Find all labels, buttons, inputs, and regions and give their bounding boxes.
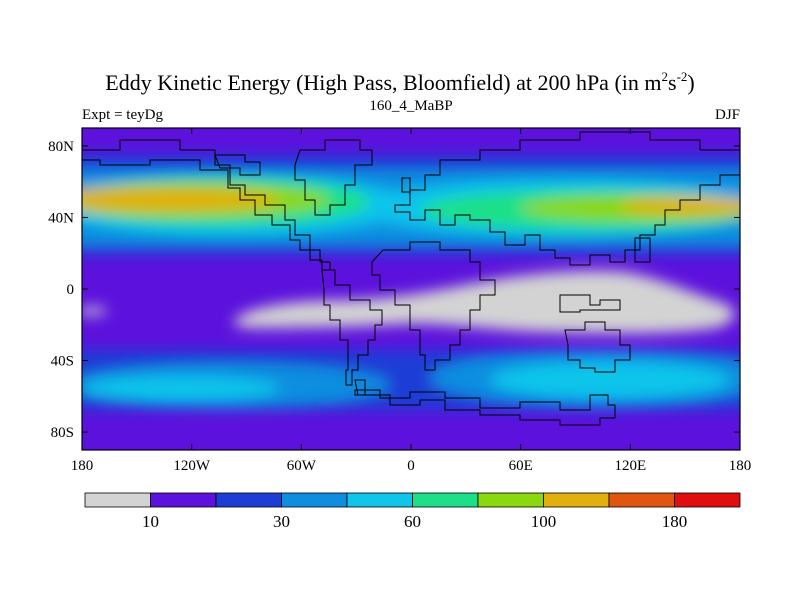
colorbar-label: 30 (273, 512, 290, 531)
coastline-greenland (294, 139, 373, 216)
colorbar-swatch (543, 492, 610, 508)
colorbar-swatch (84, 492, 151, 508)
tropical-minimum-edge (82, 307, 107, 315)
x-tick-label: 180 (71, 458, 94, 474)
experiment-label: Expt = teyDg (82, 107, 163, 123)
colorbar-swatch (281, 492, 348, 508)
colorbar-label: 10 (142, 512, 159, 531)
colorbar-swatch (346, 492, 413, 508)
colorbar-label: 60 (404, 512, 421, 531)
coastline-antarctica (354, 389, 616, 426)
coastline-south-america (321, 269, 383, 386)
run-label: 160_4_MaBP (369, 98, 452, 114)
colorbar-label: 100 (531, 512, 557, 531)
chart-title: Eddy Kinetic Energy (High Pass, Bloomfie… (105, 69, 694, 95)
y-axis: 80N 40N 0 40S 80S (48, 139, 740, 441)
coastline-eurasia (394, 131, 740, 266)
title-superscript-1: 2 (662, 69, 669, 84)
x-tick-label: 120E (614, 458, 646, 474)
coastline-britain (401, 177, 411, 193)
coastline-africa (371, 241, 496, 371)
title-superscript-2: -2 (677, 69, 688, 84)
x-tick-label: 0 (407, 458, 415, 474)
x-tick-label: 60E (509, 458, 533, 474)
contour-fill (82, 155, 740, 410)
tropical-minimum (233, 270, 735, 334)
colorbar-swatch (215, 492, 282, 508)
colorbar-swatch (412, 492, 479, 508)
colorbar: 10 30 60 100 180 (84, 492, 741, 531)
coastline-australia (564, 321, 631, 373)
y-tick-label: 40S (51, 354, 74, 370)
map-panel (82, 128, 740, 450)
coastline-indonesia (559, 294, 621, 313)
coastline-antarctic-peninsula (354, 379, 366, 396)
colorbar-swatch (608, 492, 675, 508)
y-tick-label: 80N (48, 139, 74, 155)
x-tick-label: 120W (173, 458, 211, 474)
y-tick-label: 80S (51, 425, 74, 441)
y-tick-label: 40N (48, 210, 74, 226)
coastline-arctic-islands (214, 154, 261, 176)
coastlines (82, 131, 740, 426)
colorbar-swatch (477, 492, 544, 508)
coastline-japan (634, 237, 651, 263)
x-axis: 180 120W 60W 0 60E 120E 180 (71, 128, 752, 474)
x-tick-label: 180 (729, 458, 752, 474)
band-level-7a (82, 188, 280, 212)
sh-band-level-4a (82, 376, 280, 400)
colorbar-swatch (150, 492, 217, 508)
colorbar-swatch (674, 492, 741, 508)
y-tick-label: 0 (67, 282, 75, 298)
colorbar-label: 180 (662, 512, 688, 531)
season-label: DJF (715, 107, 740, 123)
x-tick-label: 60W (287, 458, 317, 474)
sh-band-level-4b (490, 362, 730, 398)
